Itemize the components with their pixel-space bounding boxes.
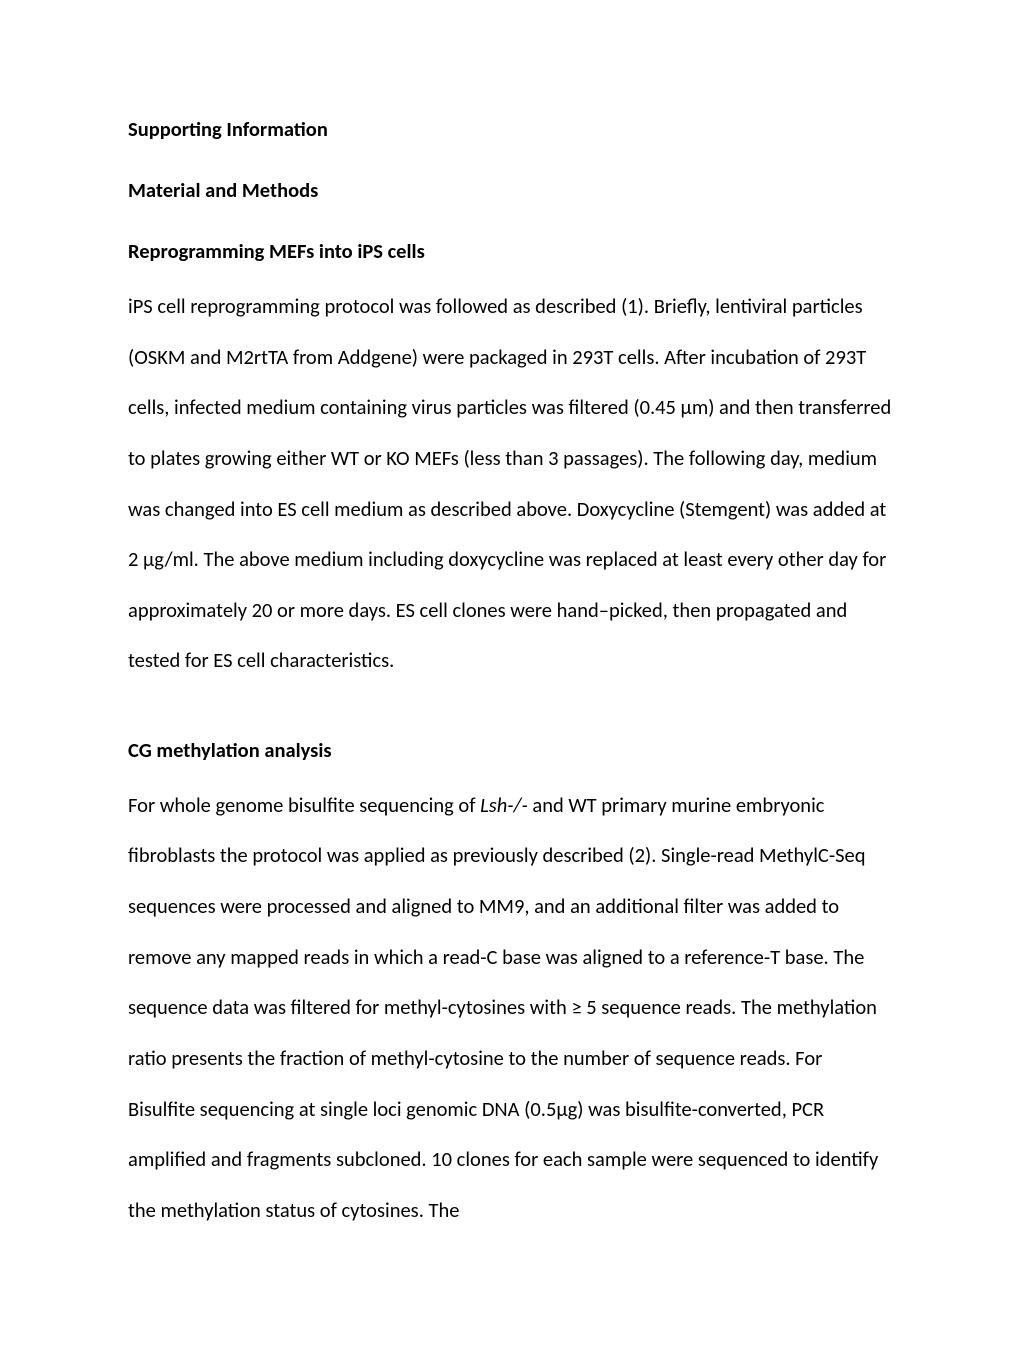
document-page: Supporting Information Material and Meth… xyxy=(0,0,1020,1371)
reprogramming-body: iPS cell reprogramming protocol was foll… xyxy=(128,281,892,686)
gene-name-italic: Lsh-/- xyxy=(480,792,528,818)
spacer xyxy=(128,223,892,237)
body-text-pre: For whole genome bisulfite sequencing of xyxy=(128,792,480,818)
spacer xyxy=(128,722,892,736)
supporting-information-heading: Supporting Information xyxy=(128,115,892,144)
reprogramming-heading: Reprogramming MEFs into iPS cells xyxy=(128,237,892,266)
body-text-post: and WT primary murine embryonic fibrobla… xyxy=(128,792,878,1223)
cg-methylation-heading: CG methylation analysis xyxy=(128,736,892,765)
material-methods-heading: Material and Methods xyxy=(128,176,892,205)
cg-methylation-body: For whole genome bisulfite sequencing of… xyxy=(128,780,892,1236)
